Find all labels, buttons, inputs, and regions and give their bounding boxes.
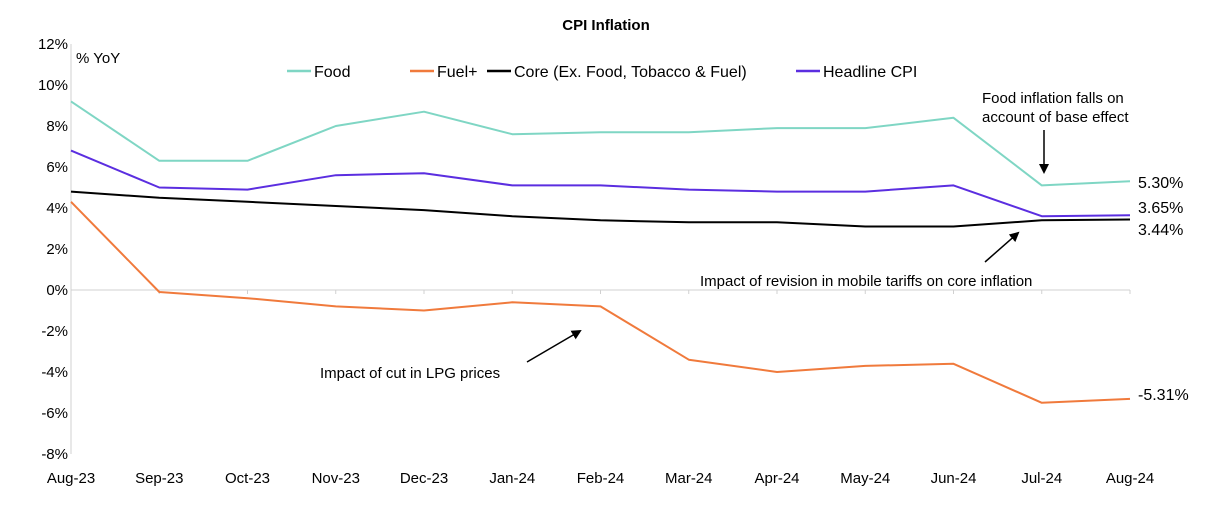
end-label-value: -5.31% [1138,387,1189,404]
legend-label-fuel: Fuel+ [437,64,477,81]
x-tick-label: Mar-24 [665,470,713,487]
axes [70,44,1131,454]
end-label-value: 5.30% [1138,175,1183,192]
y-tick-label: -6% [41,405,68,422]
series-line-headline-cpi [70,149,1131,218]
annotation-mobile-arrow [984,231,1020,263]
x-tick-label: Sep-23 [135,470,183,487]
y-tick-label: -8% [41,446,68,463]
y-axis-label: % YoY [76,50,120,67]
legend-label-food: Food [314,64,350,81]
legend-label-headline-cpi: Headline CPI [823,64,917,81]
y-tick-label: 10% [38,77,68,94]
y-tick-label: 8% [46,118,68,135]
x-tick-label: Dec-23 [400,470,448,487]
y-tick-label: 4% [46,200,68,217]
annotation-food-base-effect: Food inflation falls on account of base … [982,90,1129,174]
end-labels: 5.30% 3.65% 3.44% -5.31% [1138,175,1189,404]
x-tick-labels: Aug-23 Sep-23 Oct-23 Nov-23 Dec-23 Jan-24 Feb-… [47,470,1154,487]
x-tick-label: Feb-24 [577,470,625,487]
series-line-core-ex-food-tobacco-fuel [70,190,1131,228]
annotation-lpg-prices: Impact of cut in LPG prices [320,329,582,382]
x-tick-label: May-24 [840,470,890,487]
series-line-food [70,100,1131,187]
annotation-mobile-tariffs: Impact of revision in mobile tariffs on … [700,231,1032,290]
y-tick-label: 0% [46,282,68,299]
x-tick-label: Aug-23 [47,470,95,487]
y-tick-label: -4% [41,364,68,381]
x-tick-label: Nov-23 [312,470,360,487]
end-label-value: 3.65% [1138,200,1183,217]
chart-title: CPI Inflation [562,17,650,34]
x-tick-label: Jul-24 [1021,470,1062,487]
annotation-lpg-arrow [526,329,582,363]
legend: Food Fuel+ Core (Ex. Food, Tobacco & Fuel)… [287,64,917,81]
annotation-mobile-line-1: Impact of revision in mobile tariffs on … [700,273,1032,290]
y-tick-label: -2% [41,323,68,340]
annotation-food-line-1: Food inflation falls on [982,90,1124,107]
y-tick-label: 6% [46,159,68,176]
x-tick-label: Jan-24 [489,470,535,487]
y-tick-label: 2% [46,241,68,258]
y-tick-labels: 12% 10% 8% 6% 4% 2% 0% -2% -4% -6% -8% [38,36,68,463]
x-tick-label: Oct-23 [225,470,270,487]
y-tick-label: 12% [38,36,68,53]
end-label-value: 3.44% [1138,222,1183,239]
annotation-food-line-2: account of base effect [982,109,1129,126]
x-tick-label: Apr-24 [754,470,799,487]
series-line-fuel [70,201,1131,404]
annotation-lpg-line-1: Impact of cut in LPG prices [320,365,500,382]
legend-label-core-ex-food-tobacco-fuel: Core (Ex. Food, Tobacco & Fuel) [514,64,747,81]
x-tick-label: Aug-24 [1106,470,1154,487]
series-lines [70,100,1131,404]
x-tick-label: Jun-24 [931,470,977,487]
